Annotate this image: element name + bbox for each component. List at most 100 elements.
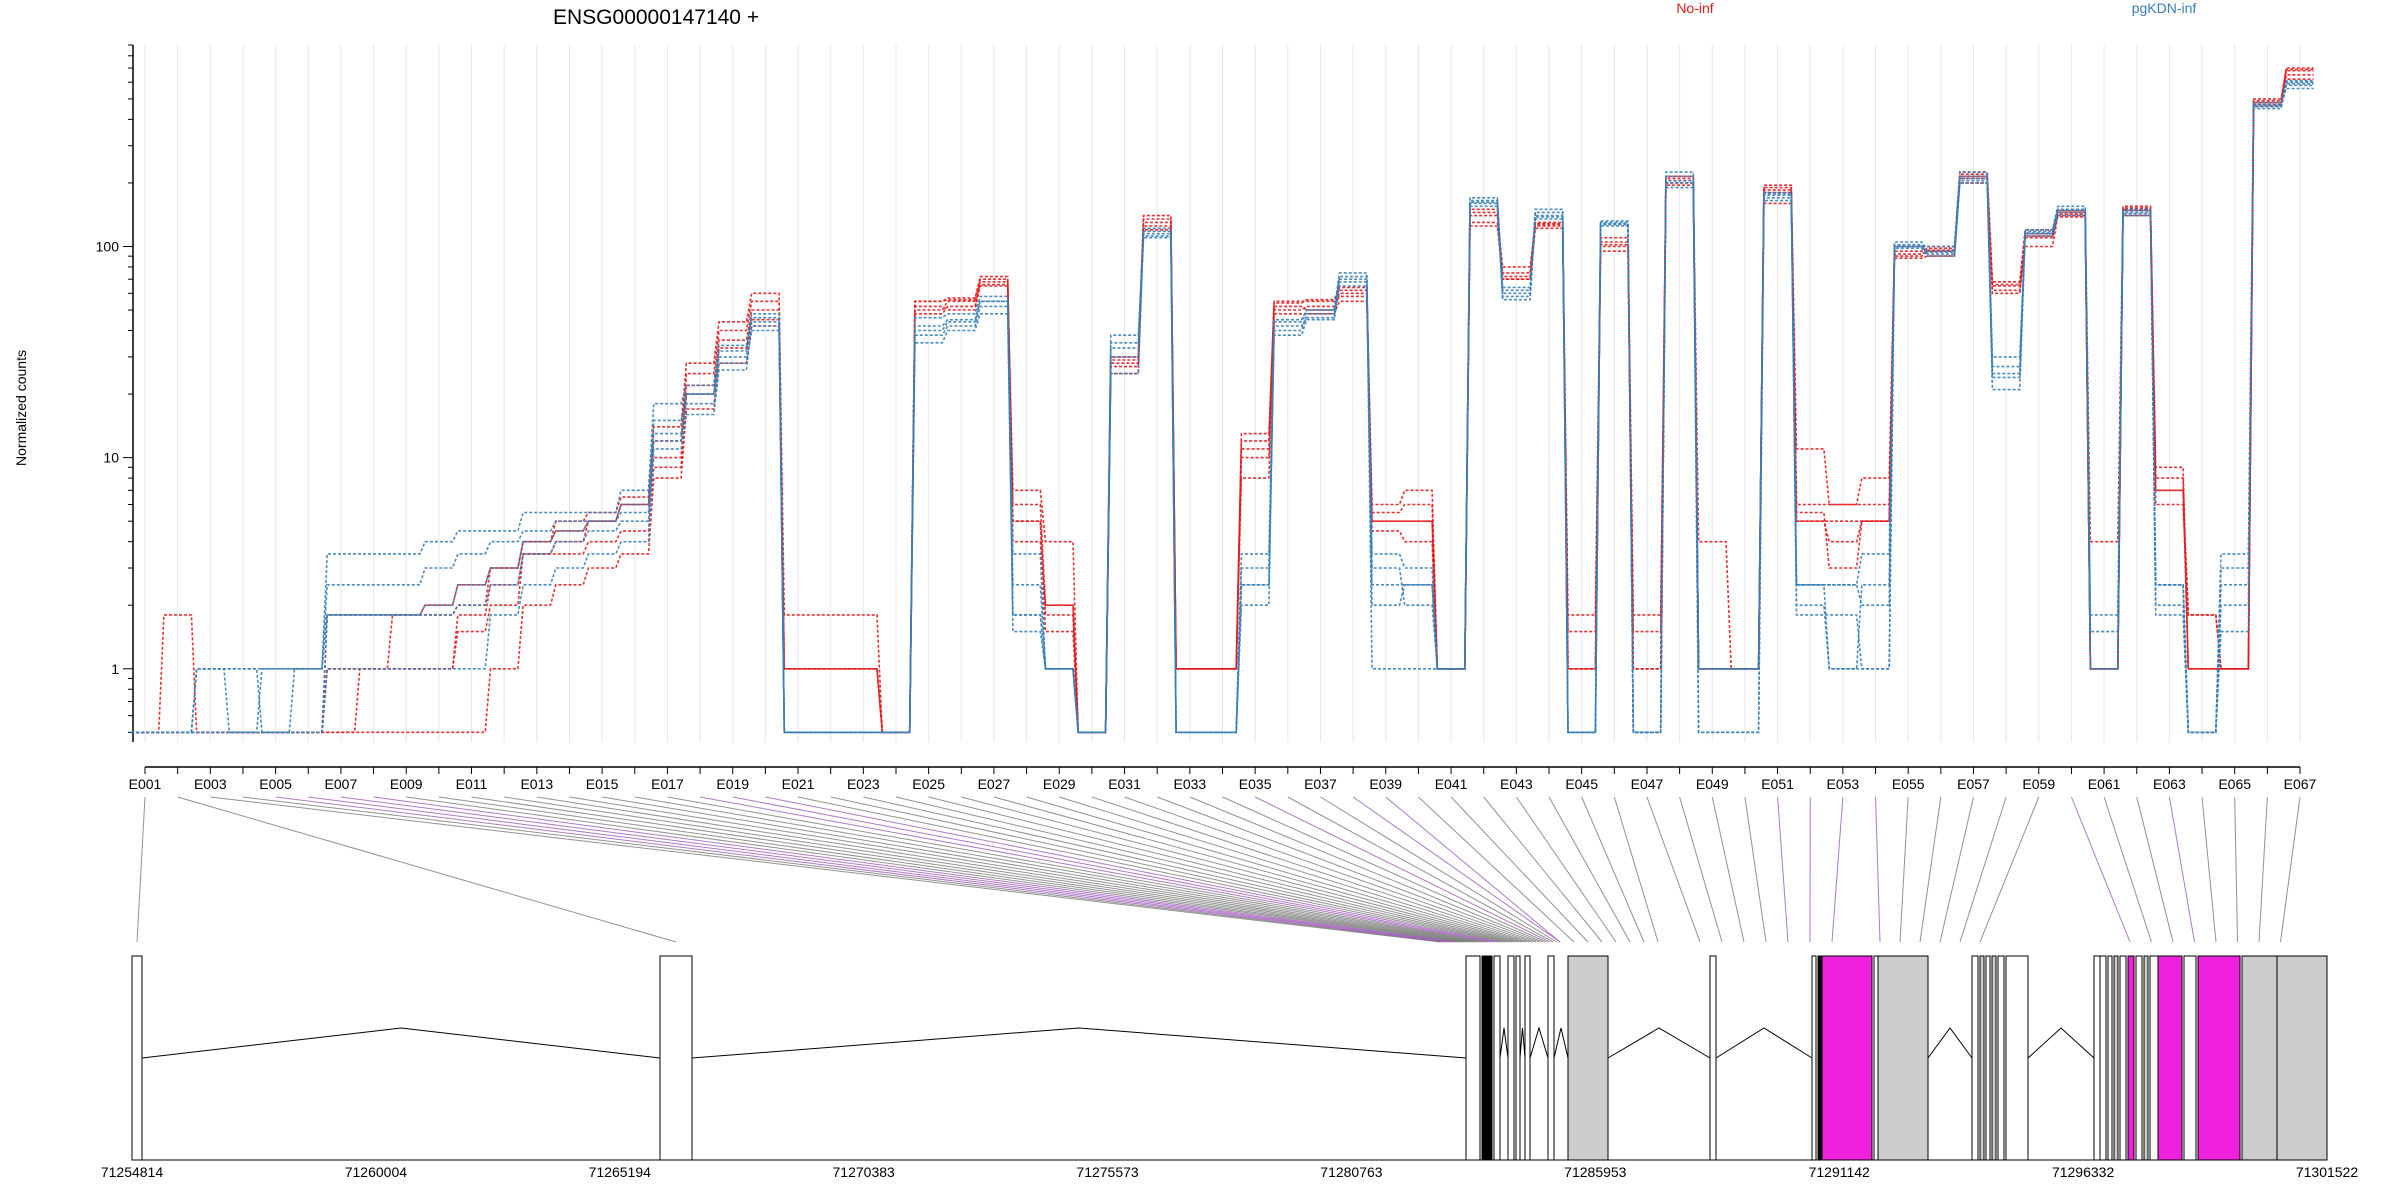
intron-line — [1715, 1027, 1813, 1059]
exon-link-line — [1418, 796, 1575, 943]
y-axis-label: Normalized counts — [13, 350, 29, 466]
exon-link-line — [1483, 796, 1603, 943]
exon-link-line — [1124, 796, 1537, 943]
exon-link-line — [961, 796, 1519, 943]
exon-link-line — [1059, 796, 1530, 943]
exon-link-line — [1919, 796, 1942, 943]
x-tick-label: E051 — [1761, 776, 1794, 792]
exon-link-line — [1157, 796, 1540, 943]
exon-link-line — [1385, 796, 1561, 943]
exon-magenta — [2157, 955, 2183, 1161]
exon-link-line — [2070, 796, 2131, 943]
exon-link-line — [1679, 796, 1723, 943]
intron-line — [1499, 1027, 1509, 1059]
genomic-coordinate-axis: 71254814 71260004 71265194 71270383 71275573… — [101, 1159, 2359, 1180]
exon-gray — [2113, 955, 2119, 1161]
coordinate-tick-label: 71301522 — [2296, 1164, 2359, 1180]
exon-white — [1507, 955, 1515, 1161]
exon-gray — [1991, 955, 1997, 1161]
exon-gray — [2241, 955, 2278, 1161]
exon-link-line — [1515, 796, 1617, 943]
exon-white — [1465, 955, 1481, 1161]
exon-gray — [2143, 955, 2149, 1161]
x-tick-label: E045 — [1565, 776, 1598, 792]
exon-link-line — [136, 796, 146, 943]
exon-gray — [1567, 955, 1609, 1161]
coordinate-tick-label: 71260004 — [345, 1164, 408, 1180]
x-tick-label: E057 — [1957, 776, 1990, 792]
exon-link-line — [1959, 796, 2007, 943]
exon-link-line — [797, 796, 1502, 943]
exon-link-line — [569, 796, 1478, 943]
intron-line — [1519, 1027, 1526, 1059]
series-line-no-inf — [131, 67, 2314, 734]
exon-link-line — [830, 796, 1506, 943]
exon-gray — [2276, 955, 2328, 1161]
exon-link-line — [1744, 796, 1767, 943]
exon-link-line — [1222, 796, 1547, 943]
exon-link-line — [699, 796, 1492, 943]
exon-white — [2183, 955, 2197, 1161]
exon-white — [1515, 955, 1521, 1161]
exon-link-line — [1026, 796, 1526, 943]
intron-line — [1927, 1027, 1973, 1059]
exon-link-line — [634, 796, 1485, 943]
exon-black — [1817, 955, 1823, 1161]
exon-link-line — [210, 796, 1441, 943]
exon-white — [2135, 955, 2143, 1161]
exon-white — [131, 955, 143, 1161]
exon-link-line — [1320, 796, 1557, 943]
y-tick-label: 10 — [103, 450, 119, 466]
coordinate-tick-label: 71270383 — [833, 1164, 896, 1180]
exon-link-line — [2280, 796, 2301, 943]
exon-white — [2093, 955, 2101, 1161]
exon-magenta — [1821, 955, 1873, 1161]
exon-link-line — [438, 796, 1465, 943]
exon-link-line — [1287, 796, 1554, 943]
series-line-pgkdn-inf — [131, 87, 2314, 734]
exon-white — [1493, 955, 1501, 1161]
legend-label-no-inf: No-inf — [1676, 0, 1713, 16]
exon-link-line — [1711, 796, 1745, 943]
exon-link-line — [2258, 796, 2268, 943]
exon-white — [2099, 955, 2107, 1161]
x-tick-label: E043 — [1500, 776, 1533, 792]
x-tick-label: E009 — [390, 776, 423, 792]
intron-line — [141, 1027, 661, 1059]
y-tick-label: 100 — [96, 238, 120, 254]
exon-link-line — [1352, 796, 1561, 943]
exon-link-lines — [136, 796, 2301, 943]
gridlines — [144, 45, 2301, 742]
x-tick-label: E035 — [1239, 776, 1272, 792]
x-axis: E001 E003 E005 E007 E009 E011 E013 E015 E017 E019… — [129, 766, 2317, 792]
exon-link-line — [1581, 796, 1645, 943]
exon-white — [1971, 955, 1979, 1161]
exon-link-line — [2168, 796, 2195, 943]
x-tick-label: E031 — [1108, 776, 1141, 792]
exon-link-line — [1646, 796, 1701, 943]
x-tick-label: E041 — [1435, 776, 1468, 792]
exon-white — [1709, 955, 1717, 1161]
x-tick-label: E005 — [259, 776, 292, 792]
exon-link-line — [895, 796, 1513, 943]
exon-white — [2107, 955, 2113, 1161]
x-tick-label: E053 — [1827, 776, 1860, 792]
x-tick-label: E013 — [520, 776, 553, 792]
exon-link-line — [602, 796, 1482, 943]
x-tick-label: E033 — [1173, 776, 1206, 792]
coordinate-tick-label: 71275573 — [1076, 1164, 1139, 1180]
exon-link-line — [1777, 796, 1789, 943]
exon-link-line — [406, 796, 1461, 943]
exon-link-line — [863, 796, 1509, 943]
exon-white — [659, 955, 693, 1161]
x-tick-label: E037 — [1304, 776, 1337, 792]
exon-link-line — [340, 796, 1454, 943]
exon-link-line — [471, 796, 1468, 943]
exon-link-line — [1548, 796, 1631, 943]
exon-link-line — [1189, 796, 1544, 943]
exon-white — [1811, 955, 1817, 1161]
exon-link-line — [1939, 796, 1974, 943]
gene-model — [131, 955, 2328, 1161]
exon-link-line — [765, 796, 1499, 943]
coordinate-tick-label: 71265194 — [589, 1164, 652, 1180]
